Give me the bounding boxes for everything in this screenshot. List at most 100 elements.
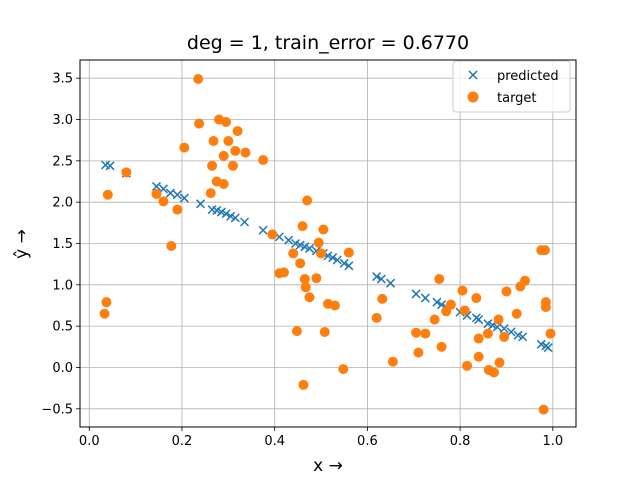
y-tick-label: −0.5 — [41, 402, 73, 417]
legend-label-target: target — [497, 91, 537, 106]
target-point — [473, 333, 484, 344]
target-point — [205, 188, 216, 199]
target-point — [291, 326, 302, 337]
target-point — [102, 189, 113, 200]
target-point — [218, 150, 229, 161]
target-point — [387, 356, 398, 367]
predicted-point — [221, 209, 231, 219]
target-point — [300, 282, 311, 293]
target-point — [511, 308, 522, 319]
predicted-point — [420, 293, 430, 303]
target-point — [482, 328, 493, 339]
predicted-point — [328, 253, 338, 263]
target-point — [499, 331, 510, 342]
predicted-point — [151, 181, 162, 191]
x-tick-label: 1.0 — [542, 434, 563, 449]
target-point — [313, 237, 324, 248]
target-point — [208, 136, 219, 147]
target-point — [221, 116, 232, 127]
target-point — [232, 126, 243, 137]
target-point — [302, 195, 313, 206]
target-point — [158, 196, 169, 207]
target-point — [445, 299, 456, 310]
target-point — [193, 74, 204, 85]
chart-title: deg = 1, train_error = 0.6770 — [187, 32, 469, 54]
y-tick-label: 1.0 — [52, 278, 73, 293]
target-point — [493, 314, 504, 325]
predicted-point — [372, 272, 382, 282]
target-point — [179, 142, 190, 153]
target-point — [538, 404, 549, 415]
target-point — [297, 221, 308, 232]
target-point — [267, 229, 278, 240]
data-layer — [99, 74, 556, 415]
legend-marker-target — [467, 91, 479, 103]
target-point — [343, 247, 354, 258]
target-point — [101, 297, 112, 308]
target-point — [304, 292, 315, 303]
legend-label-predicted: predicted — [497, 69, 559, 84]
predicted-point — [258, 225, 268, 235]
target-point — [166, 240, 177, 251]
x-axis-label: x → — [313, 456, 343, 476]
target-point — [429, 314, 440, 325]
target-point — [488, 367, 499, 378]
y-tick-label: 2.0 — [52, 196, 73, 211]
target-point — [223, 136, 234, 147]
x-tick-label: 0.8 — [450, 434, 471, 449]
target-point — [151, 188, 162, 199]
target-point — [436, 341, 447, 352]
x-tick-label: 0.2 — [172, 434, 193, 449]
x-tick-label: 0.0 — [79, 434, 100, 449]
target-point — [329, 300, 340, 311]
target-point — [494, 357, 505, 368]
target-point — [457, 285, 468, 296]
target-point — [278, 267, 289, 278]
target-point — [371, 312, 382, 323]
predicted-point — [179, 193, 189, 203]
predicted-point — [195, 199, 206, 209]
predicted-point — [543, 343, 553, 353]
target-point — [311, 273, 322, 284]
predicted-point — [499, 324, 509, 334]
predicted-point — [240, 217, 250, 227]
legend-box — [452, 60, 571, 113]
target-point — [230, 145, 241, 156]
y-tick-label: 0.0 — [52, 361, 73, 376]
target-point — [218, 178, 229, 189]
target-point — [377, 293, 388, 304]
predicted-point — [332, 255, 342, 265]
predicted-point — [474, 315, 484, 325]
predicted-point — [165, 188, 175, 198]
predicted-point — [376, 274, 386, 284]
y-tick-label: 2.5 — [52, 154, 73, 169]
legend-marker-predicted — [468, 70, 478, 80]
predicted-point — [518, 332, 528, 342]
y-tick-label: 3.0 — [52, 113, 73, 128]
target-point — [434, 274, 445, 285]
target-point — [539, 245, 550, 256]
target-point — [240, 147, 251, 158]
target-point — [258, 155, 269, 166]
series-target — [99, 74, 556, 415]
predicted-point — [304, 243, 314, 253]
target-point — [420, 328, 431, 339]
tick-layer: 0.0 0.2 0.4 0.6 0.8 1.0 −0.5 0.0 0.5 1.0 1.5 2.0 2.5… — [41, 72, 563, 449]
predicted-point — [344, 261, 354, 271]
y-tick-label: 3.5 — [52, 72, 73, 87]
predicted-point — [386, 278, 396, 288]
target-point — [194, 118, 205, 129]
predicted-point — [411, 289, 421, 299]
target-point — [411, 327, 422, 338]
target-point — [471, 293, 482, 304]
target-point — [545, 328, 556, 339]
target-point — [295, 258, 306, 269]
target-point — [207, 160, 218, 171]
target-point — [319, 326, 330, 337]
target-point — [459, 305, 470, 316]
legend: predicted target — [452, 60, 571, 113]
target-point — [473, 351, 484, 362]
grid-layer — [80, 60, 576, 427]
predicted-point — [105, 161, 115, 171]
